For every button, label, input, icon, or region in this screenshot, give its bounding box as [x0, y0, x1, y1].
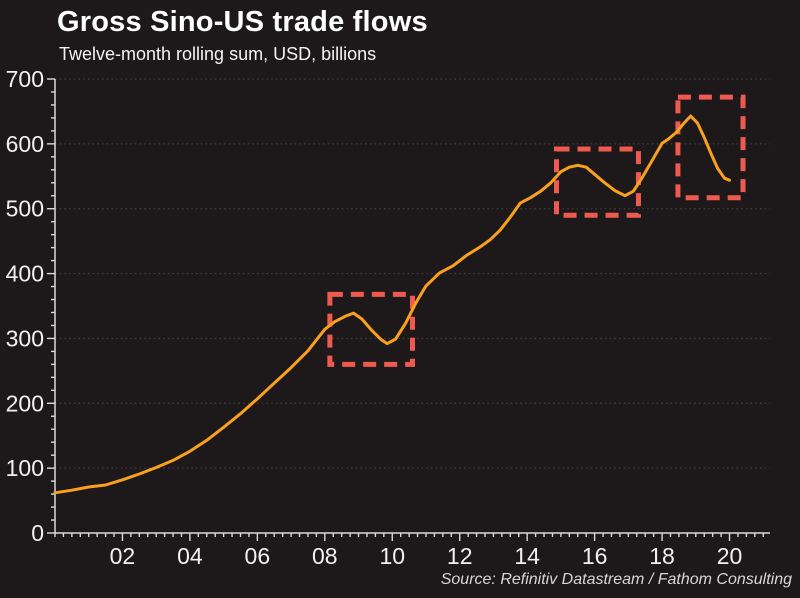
x-tick-label: 20 — [717, 543, 743, 569]
y-tick-label: 700 — [6, 66, 44, 92]
x-tick-label: 04 — [177, 543, 203, 569]
y-tick-label: 0 — [31, 520, 44, 546]
y-tick-label: 300 — [6, 325, 44, 351]
trade-flows-line — [53, 114, 731, 495]
x-tick-label: 02 — [110, 543, 136, 569]
x-tick-label: 06 — [245, 543, 271, 569]
x-tick-label: 08 — [312, 543, 338, 569]
highlight-box — [675, 94, 746, 201]
x-tick-label: 18 — [649, 543, 675, 569]
x-tick-label: 16 — [582, 543, 608, 569]
chart-subtitle: Twelve-month rolling sum, USD, billions — [59, 44, 377, 64]
chart-title: Gross Sino-US trade flows — [57, 6, 428, 38]
y-tick-label: 200 — [6, 390, 44, 416]
y-tick-label: 600 — [6, 131, 44, 157]
x-tick-label: 10 — [379, 543, 405, 569]
y-tick-label: 100 — [6, 455, 44, 481]
source-attribution: Source: Refinitiv Datastream / Fathom Co… — [440, 571, 792, 588]
x-tick-label: 12 — [447, 543, 473, 569]
highlight-box — [327, 291, 415, 367]
highlight-box — [554, 146, 641, 218]
y-tick-label: 500 — [6, 196, 44, 222]
x-tick-label: 14 — [514, 543, 540, 569]
y-tick-label: 400 — [6, 261, 44, 287]
